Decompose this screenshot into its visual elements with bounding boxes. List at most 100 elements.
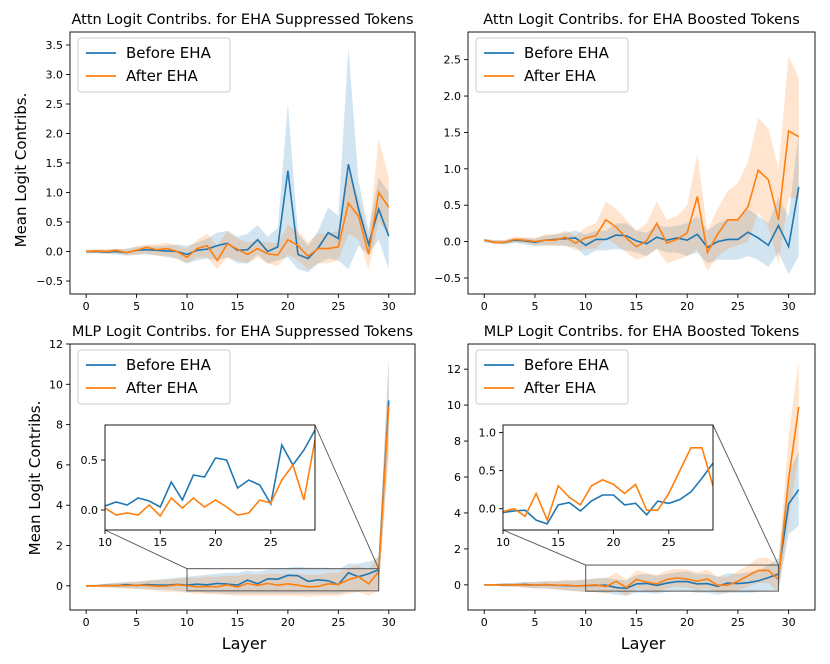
plot-area xyxy=(484,360,800,596)
zoom-connector xyxy=(502,529,586,566)
inset-frame xyxy=(502,424,714,531)
y-tick-label: 2.5 xyxy=(46,98,64,111)
y-tick-label: 8 xyxy=(56,419,63,432)
legend-label: After EHA xyxy=(126,67,199,85)
inset-line-before-eha xyxy=(105,429,315,509)
legend: Before EHA After EHA xyxy=(475,37,629,93)
legend-label: Before EHA xyxy=(524,44,610,62)
chart-title: MLP Logit Contribs. for EHA Suppressed T… xyxy=(72,324,413,340)
y-tick-label: 2.0 xyxy=(444,90,462,103)
y-tick-label: 4 xyxy=(454,507,461,520)
inset-x-tick-label: 20 xyxy=(607,536,621,549)
x-tick-label: 5 xyxy=(133,616,140,629)
legend-label: Before EHA xyxy=(126,44,212,62)
panel-mlp-boosted: MLP Logit Contribs. for EHA Boosted Toke… xyxy=(447,324,816,629)
x-tick-label: 25 xyxy=(731,300,745,313)
y-tick-label: 1.0 xyxy=(46,187,64,200)
x-tick-label: 15 xyxy=(230,300,244,313)
legend-label: After EHA xyxy=(126,379,199,397)
plot-frame xyxy=(69,343,416,611)
chart-title: Attn Logit Contribs. for EHA Boosted Tok… xyxy=(483,12,800,28)
zoom-box xyxy=(186,568,380,592)
x-tick-label: 5 xyxy=(531,300,538,313)
x-axis-label-right: Layer xyxy=(621,634,666,653)
inset-y-tick-label: 0.5 xyxy=(479,465,497,478)
y-tick-label: 0.5 xyxy=(46,216,64,229)
x-tick-label: 5 xyxy=(133,300,140,313)
y-tick-label: 2 xyxy=(56,540,63,553)
x-tick-label: 10 xyxy=(579,300,593,313)
x-tick-label: 0 xyxy=(481,300,488,313)
x-tick-label: 10 xyxy=(180,300,194,313)
y-tick-label: 10 xyxy=(447,399,461,412)
inset-y-tick-label: 0.0 xyxy=(479,503,497,516)
y-tick-label: −0.5 xyxy=(434,272,461,285)
x-tick-label: 30 xyxy=(782,300,796,313)
band-after-eha xyxy=(484,56,799,271)
line-after-eha xyxy=(484,406,800,589)
x-tick-label: 30 xyxy=(382,300,396,313)
zoom-connector xyxy=(314,424,380,569)
x-tick-label: 25 xyxy=(731,616,745,629)
inset-line-after-eha xyxy=(105,439,315,518)
line-after-eha xyxy=(86,190,390,262)
x-tick-label: 30 xyxy=(782,616,796,629)
x-tick-label: 15 xyxy=(629,300,643,313)
band-before-eha xyxy=(86,358,389,594)
zoom-connector xyxy=(712,424,779,566)
panel-attn-boosted: Attn Logit Contribs. for EHA Boosted Tok… xyxy=(434,12,816,313)
legend-box xyxy=(77,37,231,93)
x-tick-label: 25 xyxy=(331,300,345,313)
inset-axes: 10 15 20 25 0.0 0.5 xyxy=(81,424,316,549)
inset-frame xyxy=(104,424,316,531)
line-after-eha xyxy=(484,129,800,255)
legend-box xyxy=(475,37,629,93)
legend-label: After EHA xyxy=(524,67,597,85)
legend-box xyxy=(77,349,231,405)
inset-plot xyxy=(105,429,315,518)
inset-plot xyxy=(503,447,713,525)
band-after-eha xyxy=(86,360,389,597)
plot-area xyxy=(86,358,390,597)
y-tick-label: 2.5 xyxy=(444,54,462,67)
plot-area xyxy=(484,56,800,275)
line-after-eha xyxy=(86,406,390,588)
inset-line-after-eha xyxy=(503,447,713,523)
panel-mlp-suppressed: MLP Logit Contribs. for EHA Suppressed T… xyxy=(49,324,416,629)
y-tick-label: 1.5 xyxy=(444,126,462,139)
legend-box xyxy=(475,349,629,405)
y-tick-label: 0.5 xyxy=(444,199,462,212)
x-tick-label: 15 xyxy=(230,616,244,629)
band-after-eha xyxy=(484,360,799,596)
y-tick-label: 0.0 xyxy=(46,246,64,259)
inset-background xyxy=(503,425,713,530)
inset-y-tick-label: 0.5 xyxy=(81,454,99,467)
band-before-eha xyxy=(484,451,799,596)
inset-axes: 10 15 20 25 0.0 0.5 1.0 xyxy=(479,424,714,549)
x-tick-label: 5 xyxy=(531,616,538,629)
legend-label: Before EHA xyxy=(524,356,610,374)
inset-x-tick-label: 10 xyxy=(496,536,510,549)
y-tick-label: 6 xyxy=(56,459,63,472)
y-tick-label: 0 xyxy=(56,580,63,593)
inset-x-tick-label: 25 xyxy=(662,536,676,549)
x-tick-label: 15 xyxy=(629,616,643,629)
x-tick-label: 10 xyxy=(579,616,593,629)
legend-label: After EHA xyxy=(524,379,597,397)
band-after-eha xyxy=(86,139,389,270)
y-tick-label: 3.0 xyxy=(46,68,64,81)
y-tick-label: 12 xyxy=(447,363,461,376)
x-tick-label: 0 xyxy=(83,300,90,313)
x-tick-label: 20 xyxy=(281,300,295,313)
y-tick-label: 6 xyxy=(454,471,461,484)
x-tick-label: 0 xyxy=(481,616,488,629)
y-tick-label: 1.0 xyxy=(444,163,462,176)
x-tick-label: 30 xyxy=(382,616,396,629)
inset-x-tick-label: 15 xyxy=(153,536,167,549)
inset-y-tick-label: 0.0 xyxy=(81,504,99,517)
inset-y-tick-label: 1.0 xyxy=(479,427,497,440)
inset-x-tick-label: 20 xyxy=(209,536,223,549)
legend: Before EHA After EHA xyxy=(77,349,231,405)
y-tick-label: 2.0 xyxy=(46,127,64,140)
